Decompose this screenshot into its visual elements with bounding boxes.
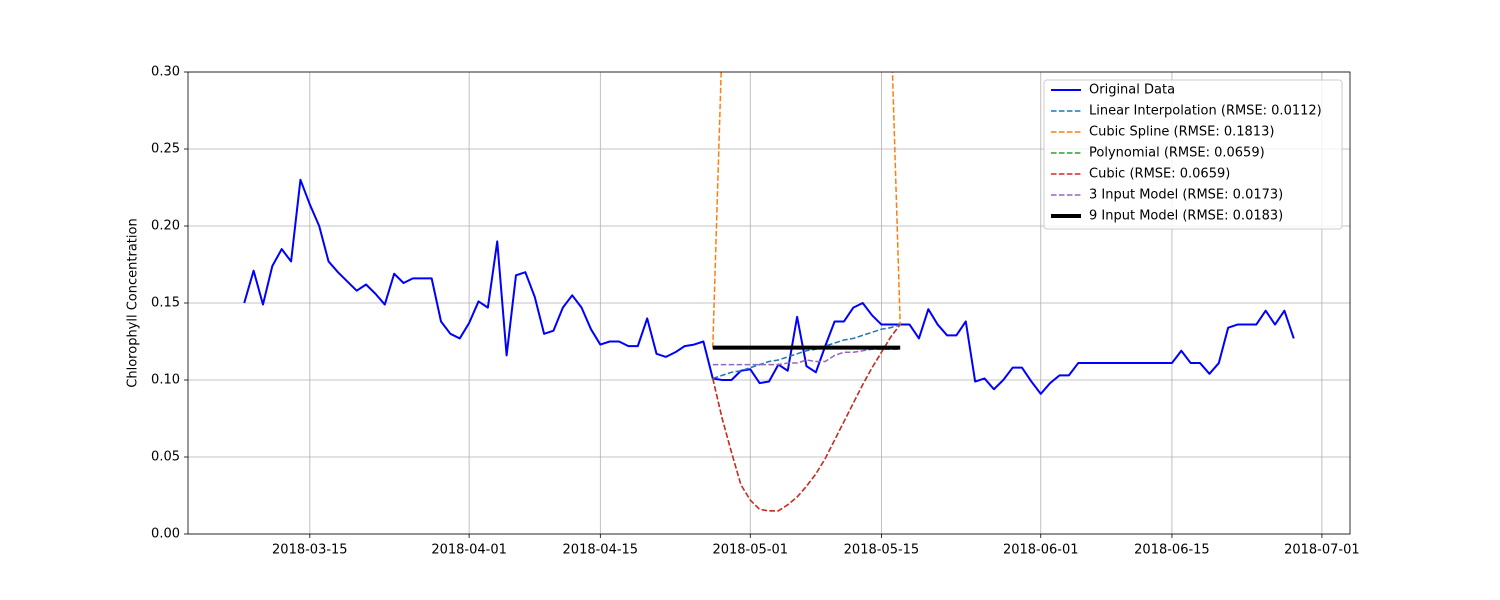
legend-label: Original Data (1089, 83, 1175, 98)
y-tick-label: 0.15 (151, 296, 180, 311)
series-line (712, 348, 901, 366)
x-tick-label: 2018-04-15 (563, 543, 639, 558)
x-tick-label: 2018-07-01 (1284, 543, 1360, 558)
y-tick-label: 0.00 (151, 527, 180, 542)
axes-frame (187, 71, 1351, 535)
x-tick-label: 2018-03-15 (272, 543, 348, 558)
y-tick-label: 0.20 (151, 219, 180, 234)
legend-label: Cubic Spline (RMSE: 0.1813) (1089, 125, 1274, 140)
legend-label: 3 Input Model (RMSE: 0.0173) (1089, 188, 1283, 203)
legend: Original Data Linear Interpolation (RMSE:… (1043, 79, 1343, 230)
legend-label: Linear Interpolation (RMSE: 0.0112) (1089, 104, 1322, 119)
y-tick-label: 0.10 (151, 373, 180, 388)
series-line (712, 323, 901, 380)
series-line (243, 178, 1295, 395)
x-tick-label: 2018-06-15 (1134, 543, 1210, 558)
y-axis-label: Chlorophyll Concentration (126, 218, 141, 387)
y-tick-label: 0.30 (151, 65, 180, 80)
x-tick-label: 2018-05-15 (844, 543, 920, 558)
legend-label: Cubic (RMSE: 0.0659) (1089, 167, 1230, 182)
legend-label: 9 Input Model (RMSE: 0.0183) (1089, 209, 1283, 224)
y-tick-label: 0.05 (151, 450, 180, 465)
legend-label: Polynomial (RMSE: 0.0659) (1089, 146, 1265, 161)
x-tick-label: 2018-06-01 (1003, 543, 1079, 558)
legend-box (1043, 79, 1343, 230)
y-tick-label: 0.25 (151, 142, 180, 157)
x-tick-label: 2018-04-01 (431, 543, 507, 558)
plot-area (243, 72, 1295, 512)
x-tick-label: 2018-05-01 (712, 543, 788, 558)
series-line (712, 324, 901, 512)
